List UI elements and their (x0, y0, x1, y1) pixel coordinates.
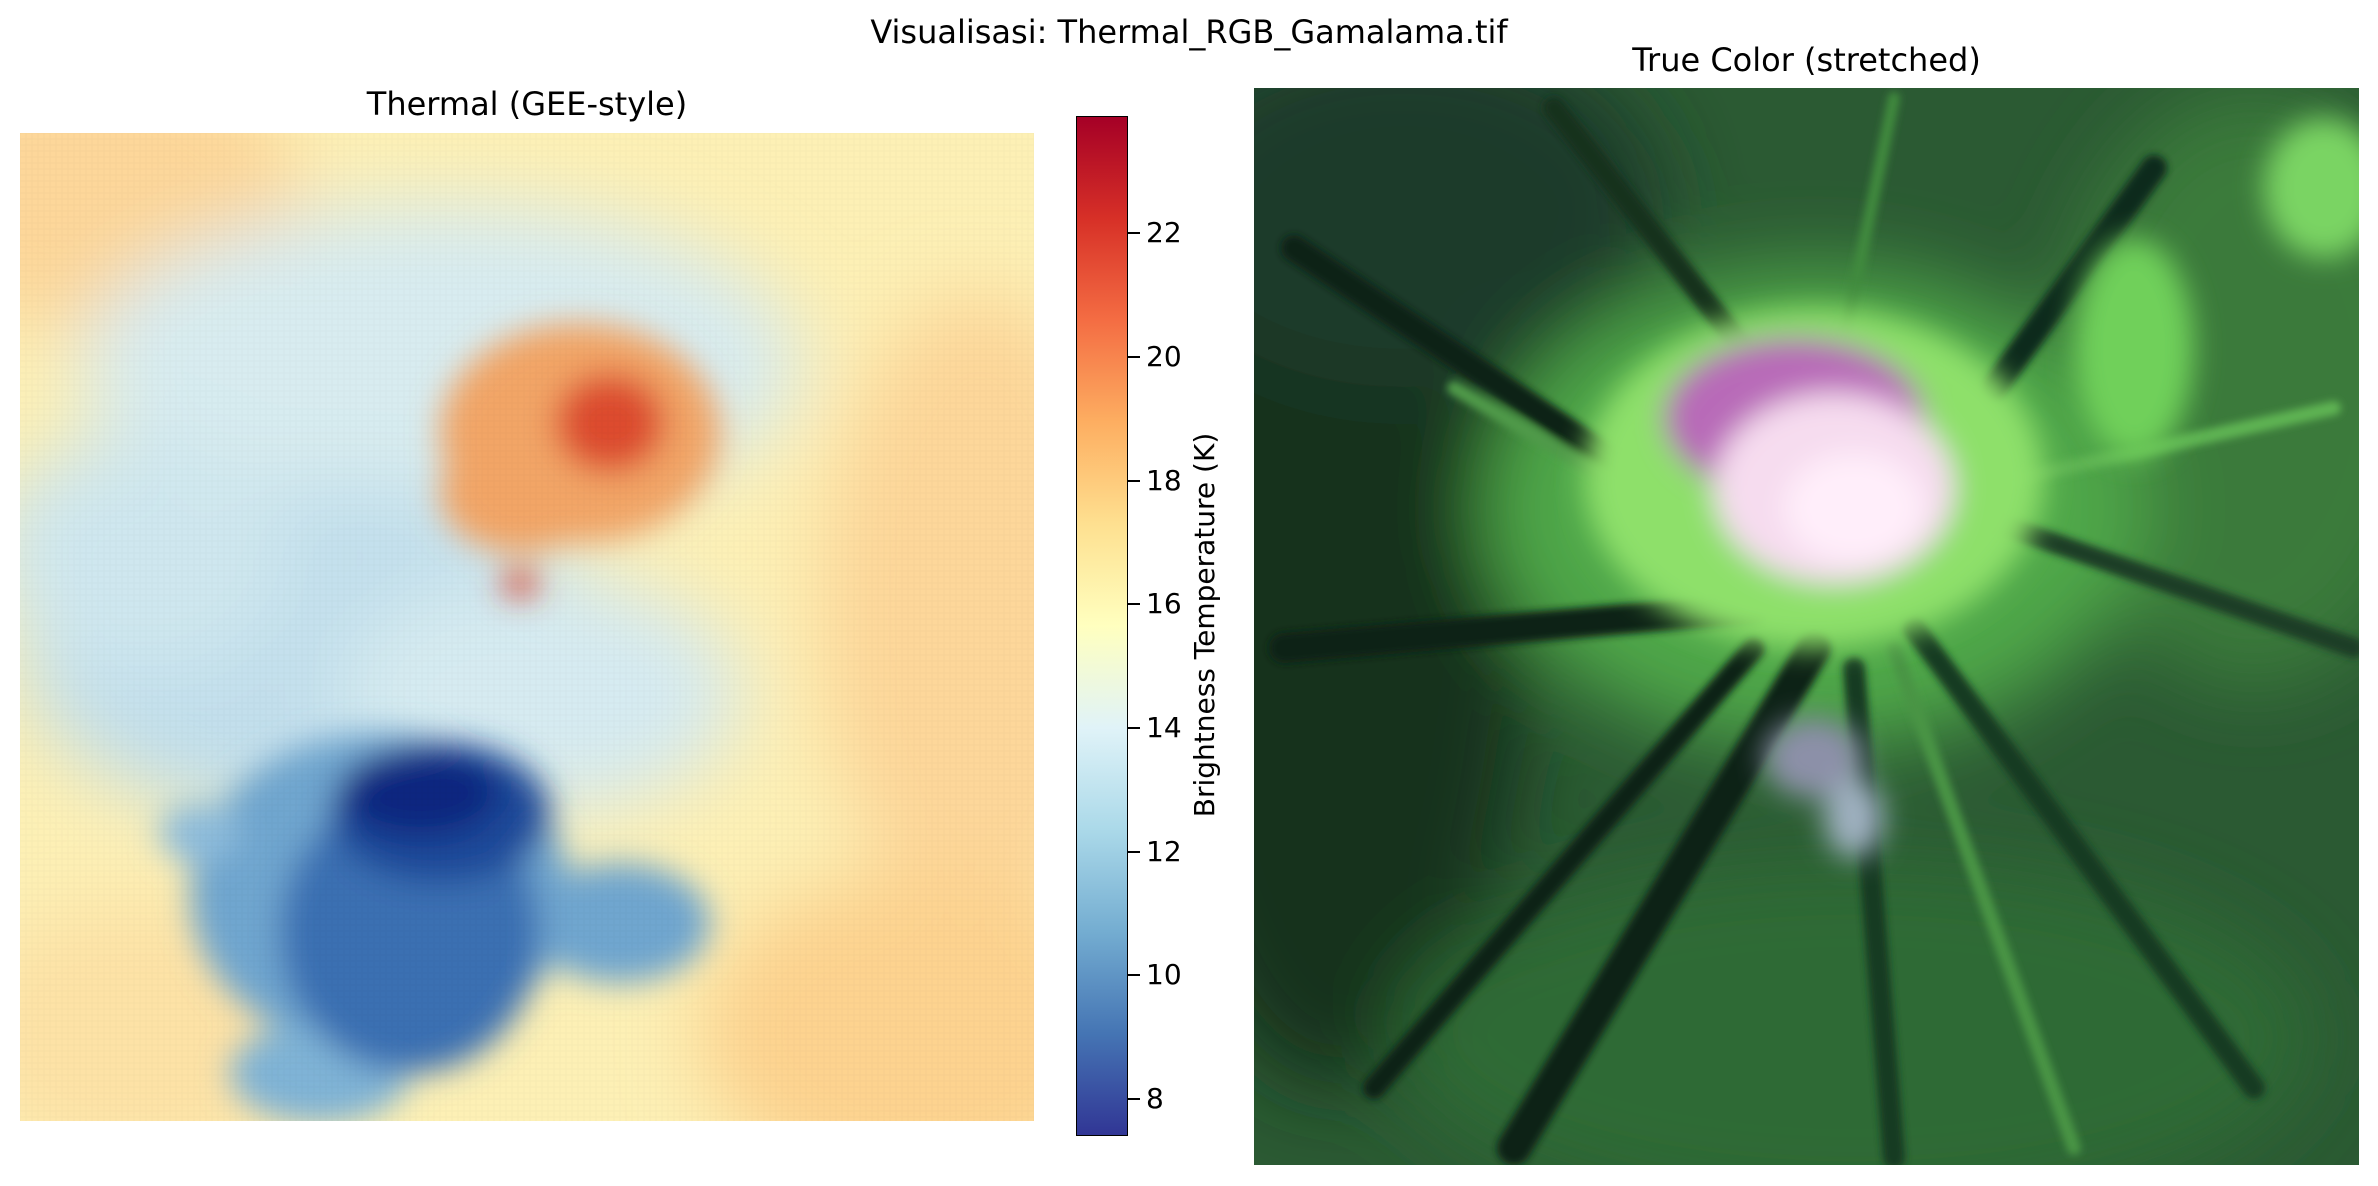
bright-patch-right (2074, 238, 2194, 458)
colorbar-tick-label: 8 (1146, 1081, 1164, 1115)
colorbar-gradient (1076, 116, 1128, 1136)
ridge-shadow (1269, 593, 1769, 663)
truecolor-image (1254, 88, 2359, 1165)
ridge-shadow (1903, 617, 2265, 1099)
ash-patch (1764, 718, 1864, 798)
figure-title: Visualisasi: Thermal_RGB_Gamalama.tif (870, 13, 1508, 51)
bright-patch-topright (2264, 118, 2359, 258)
colorbar-tick (1128, 479, 1140, 482)
colorbar-tick (1128, 603, 1140, 606)
colorbar-tick-label: 12 (1146, 834, 1182, 868)
truecolor-panel-title: True Color (stretched) (1632, 41, 1981, 79)
colorbar-tick (1128, 974, 1140, 977)
ridge-shadow (1363, 637, 1765, 1099)
colorbar-tick (1128, 232, 1140, 235)
crater-white-core (1784, 453, 1924, 563)
ridge-shadow (1981, 155, 2167, 401)
colorbar-tick-label: 10 (1146, 958, 1182, 992)
ash-patch2 (1824, 778, 1884, 858)
colorbar-tick-label: 18 (1146, 463, 1182, 497)
thermal-panel-title: Thermal (GEE-style) (366, 85, 688, 123)
colorbar (1076, 116, 1128, 1136)
colorbar-tick-label: 14 (1146, 711, 1182, 744)
colorbar-tick (1128, 850, 1140, 853)
ridge-shadow (1497, 631, 1831, 1165)
colorbar-tick (1128, 1097, 1140, 1100)
thermal-image (20, 133, 1034, 1121)
colorbar-tick (1128, 356, 1140, 359)
colorbar-tick-label: 22 (1146, 216, 1182, 250)
colorbar-tick (1128, 727, 1140, 729)
truecolor-image-svg (1254, 88, 2359, 1165)
colorbar-label: Brightness Temperature (K) (1188, 432, 1221, 818)
forest-dark-topleft (1254, 88, 1664, 388)
colorbar-tick-label: 16 (1146, 587, 1182, 621)
ridge-light (1887, 641, 2081, 1155)
thermal-image-svg (20, 133, 1034, 1121)
colorbar-tick-label: 20 (1146, 340, 1182, 374)
